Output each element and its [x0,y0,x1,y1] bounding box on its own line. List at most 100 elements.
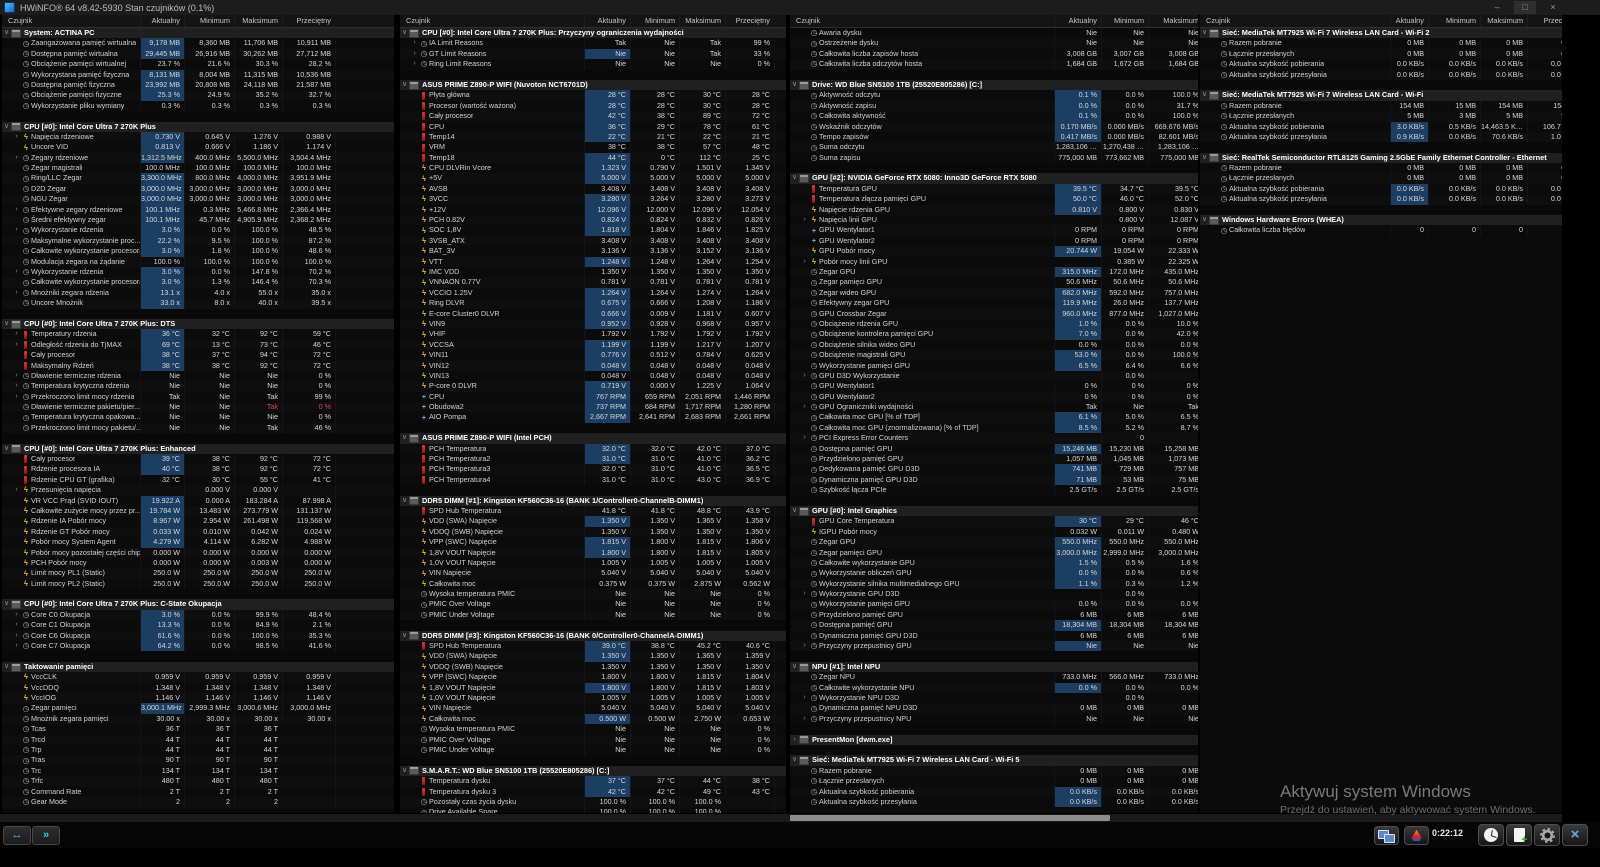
sensor-group-header[interactable]: ∨ Windows Hardware Errors (WHEA) [1200,215,1562,226]
sensor-row[interactable]: ϟ Uncore VID 0.813 V 0.666 V 1.186 V 1.174 V [2,142,394,153]
sensor-row[interactable]: › ◷ Ring Limit Reasons Nie Nie Nie 0 % [400,59,786,70]
sensor-row[interactable]: ϟ 3VSB_ATX 3.408 V 3.408 V 3.408 V 3.408 V [400,235,786,247]
sensor-row[interactable]: ◷ Wykorzystanie pamięci GPU 6.5 % 6.4 % 6.6 … [790,360,1198,371]
sensor-row[interactable]: ◷ Przydzielono pamięć GPU 6 MB 6 MB 6 MB [790,609,1198,621]
sensor-row[interactable]: ϟ E-core Cluster0 DLVR 0.666 V 0.009 V 1.181… [400,308,786,319]
sensor-row[interactable]: ϟ PCH 0.82V 0.824 V 0.824 V 0.832 V 0.826 V [400,215,786,226]
sensor-group-header[interactable]: ∨ CPU [#0]: Intel Core Ultra 7 270K Plus:… [400,28,786,39]
sensor-row[interactable]: ◷ Ring/LLC Zegar 3,300.0 MHz 800.0 MHz 4,000… [2,173,394,184]
sensor-row[interactable]: ϟ VCCSA 1.199 V 1.199 V 1.217 V 1.207 V [400,339,786,351]
sensor-row[interactable]: ◷ Zegar magistrali 100.0 MHz 100.0 MHz 100.0… [2,163,394,174]
sensor-row[interactable]: ◷ Aktywność odczytu 0.1 % 0.0 % 100.0 % [790,90,1198,101]
sensor-row[interactable]: ◷ Trc 134 T 134 T 134 T [2,765,394,777]
sensor-row[interactable]: Temperatura GPU 39.5 °C 34.7 °C 39.5 °C [790,183,1198,195]
sensor-row[interactable]: ◷ Wysoka temperatura PMIC Nie Nie Nie 0 % [400,724,786,735]
sensor-group-header[interactable]: ∨ Taktowanie pamięci [2,661,394,673]
chevron-down-icon[interactable]: ∨ [1201,153,1208,161]
sensor-group-header[interactable]: ∨ CPU [#0]: Intel Core Ultra 7 270K Plus:… [2,599,394,610]
sensor-row[interactable]: ◷ Całkowita aktywność 0.1 % 0.0 % 100.0 % [790,111,1198,122]
chevron-right-icon[interactable]: › [15,153,18,161]
chevron-right-icon[interactable]: › [15,288,18,296]
expand-columns-button[interactable]: ↔ [3,826,31,845]
sensor-row[interactable]: Płyta główna 28 °C 28 °C 30 °C 28 °C [400,90,786,101]
sensor-row[interactable]: › ◷ Mnożniki zegara rdzenia 13.1 x 4.0 x 55.0… [2,287,394,299]
sensor-row[interactable]: ϟ 1,8V VOUT Napięcie 1.800 V 1.800 V 1.815 V… [400,682,786,694]
sensor-row[interactable]: ◷ Suma odczytu 1,283,106 … 1,270,438 … 1,283… [790,142,1198,153]
sensor-group-header[interactable]: ∨ S.M.A.R.T.: WD Blue SN5100 1TB (25520E8… [400,765,786,777]
chevron-right-icon[interactable]: › [803,403,806,411]
gear-icon[interactable] [1534,824,1560,846]
chevron-down-icon[interactable]: ∨ [401,29,408,36]
chevron-right-icon[interactable]: › [803,590,806,598]
sensor-row[interactable]: ◷ Mnożnik zegara pamięci 30.00 x 30.00 x 30.… [2,713,394,725]
sensor-row[interactable]: ◷ PMIC Over Voltage Nie Nie Nie 0 % [400,599,786,610]
sensor-row[interactable]: ◷ Zegar pamięci 3,000.1 MHz 2,999.3 MHz 3,00… [2,703,394,714]
sensor-row[interactable]: ◷ Zegar pamięci GPU 3,000.0 MHz 2,999.0 MHz… [790,547,1198,558]
sensor-row[interactable]: ◷ Dynamiczna pamięć NPU D3D 0 MB 0 MB 0 MB [790,703,1198,714]
sensor-row[interactable]: ◷ Obciążenie pamięci wirtualnej 23.7 % 21.6… [2,59,394,70]
sensor-group-header[interactable]: ∨ NPU [#1]: Intel NPU [790,661,1198,673]
chevron-right-icon[interactable]: › [15,226,18,234]
sensor-row[interactable]: ◷ Tras 90 T 90 T 90 T [2,755,394,766]
close-window-button[interactable]: × [1550,2,1556,12]
sensor-row[interactable]: ◷ Całkowita liczba odczytów hosta 1,684 GB… [790,59,1198,70]
clock-icon[interactable] [1478,824,1504,846]
chevron-right-icon[interactable]: › [15,382,18,390]
sensor-row[interactable]: ◷ D2D Zegar 3,000.0 MHz 3,000.0 MHz 3,000.0 … [2,183,394,195]
sensor-row[interactable]: ϟ Rdzenie IA Pobór mocy 8.967 W 2.954 W 261.… [2,516,394,527]
sensor-row[interactable]: ϟ BAT_3V 3.136 V 3.136 V 3.152 V 3.136 V [400,246,786,257]
sensor-row[interactable]: ϟ VIN11 0.776 V 0.512 V 0.784 V 0.625 V [400,350,786,361]
sensor-row[interactable]: ϟ VNNAON 0.77V 0.781 V 0.781 V 0.781 V 0.781 … [400,277,786,288]
sensor-row[interactable]: ◷ Modulacja zegara na żądanie 100.0 % 100.0… [2,256,394,267]
sensor-row[interactable]: ϟ VDD (SWA) Napięcie 1.350 V 1.350 V 1.365 V… [400,651,786,662]
sensor-row[interactable]: ϟ CPU DLVRin Vcore 1.323 V 0.790 V 1.501 V 1.… [400,163,786,174]
sensor-row[interactable]: ◷ Dostępna pamięć GPU 15,246 MB 15,230 MB 15… [790,443,1198,455]
sensor-row[interactable]: ◷ Wykorzystana pamięć fizyczna 8,131 MB 8,0… [2,69,394,80]
sensor-row[interactable]: Maksymalny Rdzeń 38 °C 38 °C 92 °C 72 °C [2,360,394,371]
sensor-row[interactable]: ϟ VDDQ (SWB) Napięcie 1.350 V 1.350 V 1.350 … [400,526,786,538]
sensor-row[interactable]: ϟ Limit mocy PL2 (Static) 250.0 W 250.0 W 25… [2,578,394,590]
sensor-row[interactable]: PCH Temperatura 32.0 °C 32.0 °C 42.0 °C 37.0… [400,443,786,455]
sensor-group-header[interactable]: ∨ DDR5 DIMM [#1]: Kingston KF560C36-16 (B… [400,495,786,506]
network-icon[interactable] [1374,826,1399,845]
sensor-group-header[interactable]: ∨ Sieć: RealTek Semiconductor RTL8125 Gam… [1200,152,1562,164]
sensor-row[interactable]: ϟ P-core 0 DLVR 0.719 V 0.000 V 1.225 V 1.064… [400,381,786,392]
sensor-row[interactable]: › ◷ Wykorzystanie rdzenia 3.0 % 0.0 % 100.0 %… [2,225,394,236]
sensor-row[interactable]: Rdzenie procesora IA 40 °C 38 °C 92 °C 72 °C [2,464,394,475]
chevron-right-icon[interactable]: › [15,486,18,494]
chevron-right-icon[interactable]: › [15,392,18,400]
sensor-row[interactable]: ϟ Pobór mocy pozostałej części chipa 0.000… [2,547,394,558]
sensor-row[interactable]: ◷ Dostępna pamięć GPU 18,304 MB 18,304 MB 18… [790,620,1198,631]
sensor-row[interactable]: ◷ Drive Available Spare 100.0 % 100.0 % 100.… [400,807,786,813]
sensor-row[interactable]: ◷ Zegar wideo GPU 682.0 MHz 592.0 MHz 757.0 … [790,287,1198,299]
sensor-row[interactable]: ◷ Łącznie przesłanych 0 MB 0 MB 0 MB [790,776,1198,787]
sensor-row[interactable]: ϟ VCCIO 1.25V 1.264 V 1.264 V 1.274 V 1.264 V [400,287,786,299]
sensor-group-header[interactable]: ∨ ASUS PRIME Z890-P WIFI (Intel PCH) [400,433,786,444]
sensor-row[interactable]: ◷ Aktywność zapisu 0.0 % 0.0 % 31.7 % [790,100,1198,112]
sensor-row[interactable]: › ◷ Przyczyny przepustnicy NPU Nie Nie Nie [790,713,1198,725]
sensor-row[interactable]: ϟ 1,0V VOUT Napięcie 1.005 V 1.005 V 1.005 V… [400,557,786,569]
sensor-row[interactable]: ϟ VccDDQ 1.348 V 1.348 V 1.348 V 1.348 V [2,682,394,694]
chevron-right-icon[interactable]: › [15,267,18,275]
chevron-down-icon[interactable]: ∨ [3,319,10,327]
chevron-right-icon[interactable]: › [15,642,18,650]
sensor-row[interactable]: Cały procesor 39 °C 38 °C 92 °C 72 °C [2,454,394,465]
sensor-row[interactable]: ◷ Obciążenie kontrolera pamięci GPU 7.0 % 0… [790,329,1198,340]
sensor-row[interactable]: + AIO Pompa 2,667 RPM 2,641 RPM 2,683 RPM 2,6… [400,412,786,423]
sensor-row[interactable]: ◷ Trcd 44 T 44 T 44 T [2,734,394,745]
chevron-right-icon[interactable]: › [803,694,806,701]
sensor-row[interactable]: › ϟ Napięcia rdzeniowe 0.730 V 0.645 V 1.276 … [2,131,394,143]
sensor-row[interactable]: Temp18 44 °C 0 °C 112 °C 25 °C [400,152,786,164]
chevron-down-icon[interactable]: ∨ [791,756,798,764]
sensor-row[interactable]: ϟ Całkowite zużycie mocy przez pr... 19.78… [2,505,394,517]
sensor-row[interactable]: › ◷ Zegary rdzeniowe 1,312.5 MHz 400.0 MHz 5,… [2,152,394,164]
sensor-row[interactable]: ◷ Wykorzystanie silnika multimedialnego G… [790,578,1198,590]
sensor-row[interactable]: ◷ PMIC Under Voltage Nie Nie Nie 0 % [400,744,786,756]
sensor-row[interactable]: ◷ Obciążenie pamięci fizyczne 25.3 % 24.9 %… [2,90,394,101]
sensor-row[interactable]: ◷ Całkowite wykorzystanie GPU 1.5 % 0.5 % 1.… [790,557,1198,569]
sensor-row[interactable]: ◷ Efektywny zegar GPU 119.9 MHz 26.0 MHz 137… [790,298,1198,309]
